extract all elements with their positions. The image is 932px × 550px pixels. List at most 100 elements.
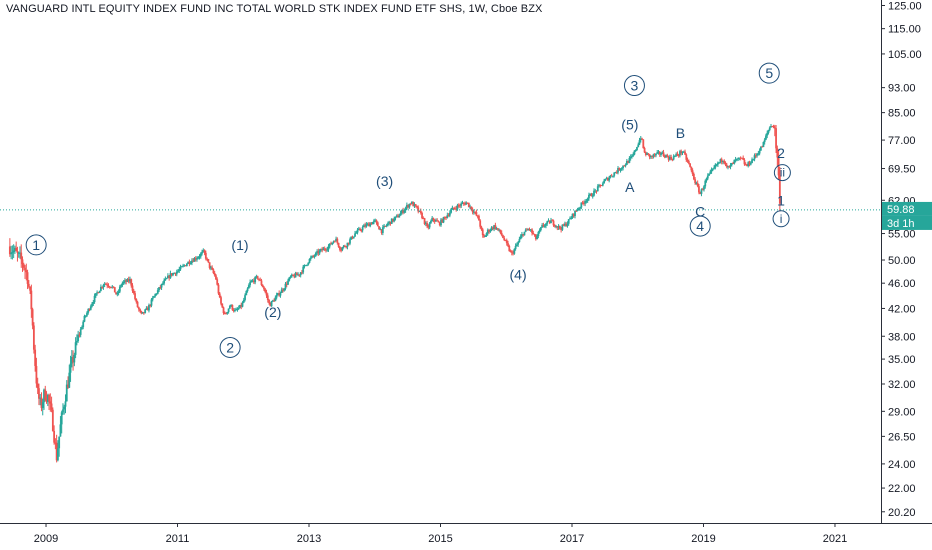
- candle-body: [311, 255, 313, 258]
- candle-body: [8, 246, 11, 255]
- candle-body: [571, 213, 574, 219]
- candle-body: [25, 270, 28, 273]
- candle-body: [107, 285, 110, 287]
- candle-body: [523, 231, 526, 236]
- x-tick-label: 2009: [34, 533, 58, 545]
- candle-body: [98, 290, 101, 293]
- candle-body: [53, 430, 56, 443]
- candle-body: [777, 157, 780, 176]
- candle-body: [751, 159, 753, 164]
- candle-body: [565, 223, 568, 227]
- candle-body: [93, 295, 96, 303]
- candle-body: [479, 220, 482, 227]
- candle-body: [271, 300, 274, 302]
- candle-body: [207, 259, 210, 263]
- candle-body: [237, 308, 240, 310]
- candle-body: [619, 169, 622, 171]
- candle-body: [653, 154, 656, 156]
- candle-body: [215, 275, 217, 280]
- candle-body: [462, 203, 465, 205]
- candle-body: [148, 305, 150, 311]
- candle-body: [149, 305, 152, 307]
- candle-body: [676, 153, 679, 156]
- candle-body: [264, 289, 267, 293]
- candle-body: [127, 279, 130, 282]
- candle-body: [261, 284, 264, 288]
- candle-body: [567, 219, 570, 224]
- candle-body: [73, 354, 76, 363]
- candle-body: [118, 286, 121, 292]
- wave-label: 2: [777, 145, 785, 161]
- candle-body: [424, 223, 427, 225]
- candle-body: [308, 258, 311, 263]
- candle-body: [199, 253, 202, 257]
- candle-body: [309, 257, 312, 259]
- candle-body: [294, 273, 297, 278]
- candle-body: [288, 277, 291, 281]
- candle-body: [116, 292, 119, 295]
- candle-body: [465, 202, 468, 205]
- y-tick-label: 69.50: [888, 164, 916, 176]
- candle-body: [450, 209, 453, 213]
- candle-body: [189, 262, 192, 264]
- candle-body: [682, 151, 685, 153]
- candle-body: [31, 309, 34, 326]
- candle-body: [130, 279, 133, 286]
- candle-body: [639, 138, 642, 141]
- candle-body: [220, 297, 222, 304]
- candle-body: [642, 139, 645, 149]
- candle-body: [556, 226, 559, 228]
- candle-body: [142, 311, 145, 314]
- candle-body: [484, 235, 487, 237]
- candle-body: [389, 221, 392, 224]
- candle-body: [558, 225, 561, 229]
- candle-body: [46, 395, 49, 402]
- candle-body: [416, 205, 418, 208]
- candle-body: [284, 283, 287, 289]
- candle-body: [698, 186, 700, 193]
- candle-body: [68, 372, 71, 388]
- candle-body: [627, 161, 630, 163]
- candle-body: [498, 229, 501, 231]
- candle-body: [684, 151, 686, 155]
- candle-body: [290, 274, 293, 277]
- candle-body: [620, 168, 623, 170]
- candle-body: [504, 240, 507, 242]
- candle-body: [327, 246, 330, 250]
- candle-body: [776, 148, 779, 158]
- candle-body: [457, 205, 460, 207]
- candle-body: [665, 155, 667, 158]
- candle-body: [574, 210, 576, 216]
- candle-body: [517, 242, 520, 245]
- candle-body: [225, 313, 227, 315]
- candle-body: [270, 301, 273, 307]
- candle-body: [589, 194, 592, 196]
- candle-body: [451, 207, 454, 210]
- candle-body: [628, 158, 631, 163]
- candle-body: [172, 273, 174, 276]
- candle-body: [75, 341, 78, 343]
- candle-body: [553, 225, 556, 227]
- candle-body: [720, 159, 723, 162]
- candle-body: [737, 158, 740, 160]
- candle-body: [643, 148, 646, 153]
- candle-body: [405, 205, 408, 208]
- candle-body: [480, 226, 483, 230]
- candle-body: [347, 242, 350, 244]
- candle-body: [490, 227, 493, 231]
- candle-body: [65, 384, 68, 402]
- candle-body: [177, 270, 179, 272]
- candle-body: [526, 229, 528, 231]
- candle-body: [258, 278, 260, 280]
- candle-body: [461, 203, 464, 205]
- candle-body: [260, 280, 263, 285]
- x-tick-label: 2011: [166, 533, 190, 545]
- candle-body: [252, 280, 255, 283]
- candle-body: [685, 154, 688, 160]
- candle-body: [355, 232, 358, 234]
- candle-body: [727, 166, 729, 168]
- candle-body: [403, 210, 406, 213]
- candle-body: [447, 215, 450, 217]
- candle-body: [508, 245, 511, 252]
